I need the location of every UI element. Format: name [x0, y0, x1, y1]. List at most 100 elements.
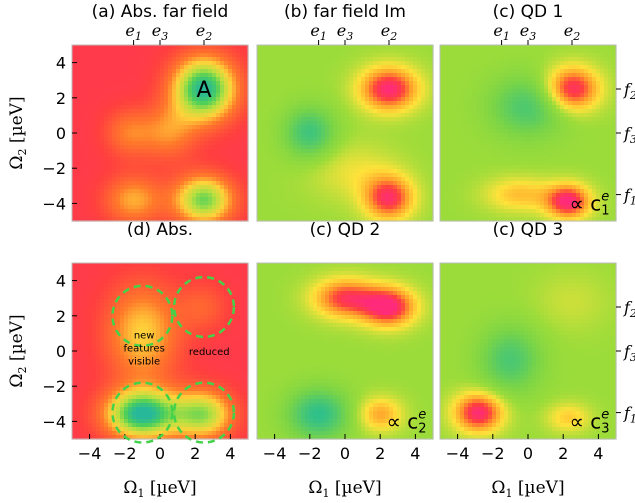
- heatmap-cell: [212, 85, 217, 90]
- heatmap-cell: [480, 137, 485, 142]
- heatmap-cell: [421, 161, 426, 166]
- heatmap-cell: [389, 129, 394, 134]
- heatmap-cell: [244, 209, 249, 214]
- heatmap-cell: [192, 81, 197, 86]
- heatmap-cell: [224, 113, 229, 118]
- heatmap-cell: [560, 105, 565, 110]
- heatmap-cell: [140, 193, 145, 198]
- heatmap-cell: [128, 177, 133, 182]
- heatmap-cell: [293, 53, 298, 58]
- heatmap-cell: [425, 45, 430, 50]
- heatmap-cell: [257, 61, 262, 66]
- heatmap-cell: [120, 53, 125, 58]
- heatmap-cell: [301, 121, 306, 126]
- heatmap-cell: [180, 57, 185, 62]
- heatmap-cell: [588, 53, 593, 58]
- heatmap-cell: [136, 125, 141, 130]
- heatmap-cell: [204, 113, 209, 118]
- heatmap-cell: [108, 157, 113, 162]
- heatmap-cell: [580, 117, 585, 122]
- heatmap-cell: [365, 121, 370, 126]
- heatmap-cell: [544, 85, 549, 90]
- heatmap-cell: [84, 93, 89, 98]
- heatmap-cell: [168, 73, 173, 78]
- heatmap-cell: [608, 61, 613, 66]
- heatmap-cell: [285, 169, 290, 174]
- heatmap-cell: [244, 213, 249, 218]
- heatmap-cell: [273, 61, 278, 66]
- heatmap-cell: [232, 173, 237, 178]
- heatmap-cell: [357, 141, 362, 146]
- heatmap-cell: [321, 217, 326, 222]
- heatmap-cell: [560, 57, 565, 62]
- heatmap-cell: [413, 161, 418, 166]
- heatmap-cell: [84, 153, 89, 158]
- heatmap-cell: [528, 85, 533, 90]
- heatmap-cell: [313, 61, 318, 66]
- heatmap-cell: [413, 185, 418, 190]
- heatmap-cell: [425, 137, 430, 142]
- heatmap-cell: [148, 57, 153, 62]
- heatmap-cell: [188, 73, 193, 78]
- heatmap-cell: [152, 205, 157, 210]
- heatmap-cell: [353, 181, 358, 186]
- heatmap-cell: [208, 209, 213, 214]
- heatmap-cell: [269, 205, 274, 210]
- heatmap-cell: [96, 185, 101, 190]
- heatmap-cell: [192, 165, 197, 170]
- heatmap-cell: [548, 113, 553, 118]
- heatmap-cell: [244, 129, 249, 134]
- heatmap-cell: [592, 57, 597, 62]
- heatmap-cell: [144, 113, 149, 118]
- heatmap-cell: [604, 121, 609, 126]
- heatmap-cell: [152, 161, 157, 166]
- heatmap-cell: [401, 61, 406, 66]
- heatmap-cell: [520, 101, 525, 106]
- heatmap-cell: [188, 181, 193, 186]
- heatmap-cell: [104, 89, 109, 94]
- heatmap-cell: [333, 213, 338, 218]
- heatmap-cell: [548, 65, 553, 70]
- heatmap-cell: [405, 57, 410, 62]
- heatmap-cell: [309, 61, 314, 66]
- heatmap-cell: [536, 57, 541, 62]
- heatmap-cell: [596, 69, 601, 74]
- heatmap-cell: [309, 109, 314, 114]
- heatmap-cell: [488, 105, 493, 110]
- heatmap-cell: [176, 125, 181, 130]
- heatmap-cell: [369, 149, 374, 154]
- heatmap-cell: [345, 165, 350, 170]
- heatmap-cell: [232, 45, 237, 50]
- heatmap-cell: [212, 45, 217, 50]
- heatmap-cell: [277, 97, 282, 102]
- heatmap-cell: [385, 73, 390, 78]
- heatmap-cell: [168, 101, 173, 106]
- heatmap-cell: [421, 177, 426, 182]
- heatmap-cell: [389, 109, 394, 114]
- heatmap-cell: [281, 109, 286, 114]
- heatmap-cell: [309, 125, 314, 130]
- heatmap-cell: [612, 125, 617, 130]
- heatmap-cell: [429, 61, 434, 66]
- heatmap-cell: [349, 45, 354, 50]
- heatmap-cell: [325, 165, 330, 170]
- heatmap-cell: [216, 97, 221, 102]
- heatmap-cell: [257, 153, 262, 158]
- heatmap-cell: [369, 121, 374, 126]
- heatmap-cell: [180, 185, 185, 190]
- heatmap-cell: [261, 177, 266, 182]
- heatmap-cell: [84, 201, 89, 206]
- heatmap-cell: [277, 205, 282, 210]
- heatmap-cell: [277, 177, 282, 182]
- heatmap-cell: [321, 181, 326, 186]
- heatmap-cell: [224, 161, 229, 166]
- heatmap-cell: [176, 137, 181, 142]
- heatmap-cell: [216, 93, 221, 98]
- heatmap-cell: [604, 77, 609, 82]
- heatmap-cell: [317, 165, 322, 170]
- heatmap-cell: [164, 117, 169, 122]
- heatmap-cell: [373, 145, 378, 150]
- heatmap-cell: [180, 173, 185, 178]
- heatmap-cell: [329, 173, 334, 178]
- heatmap-cell: [560, 101, 565, 106]
